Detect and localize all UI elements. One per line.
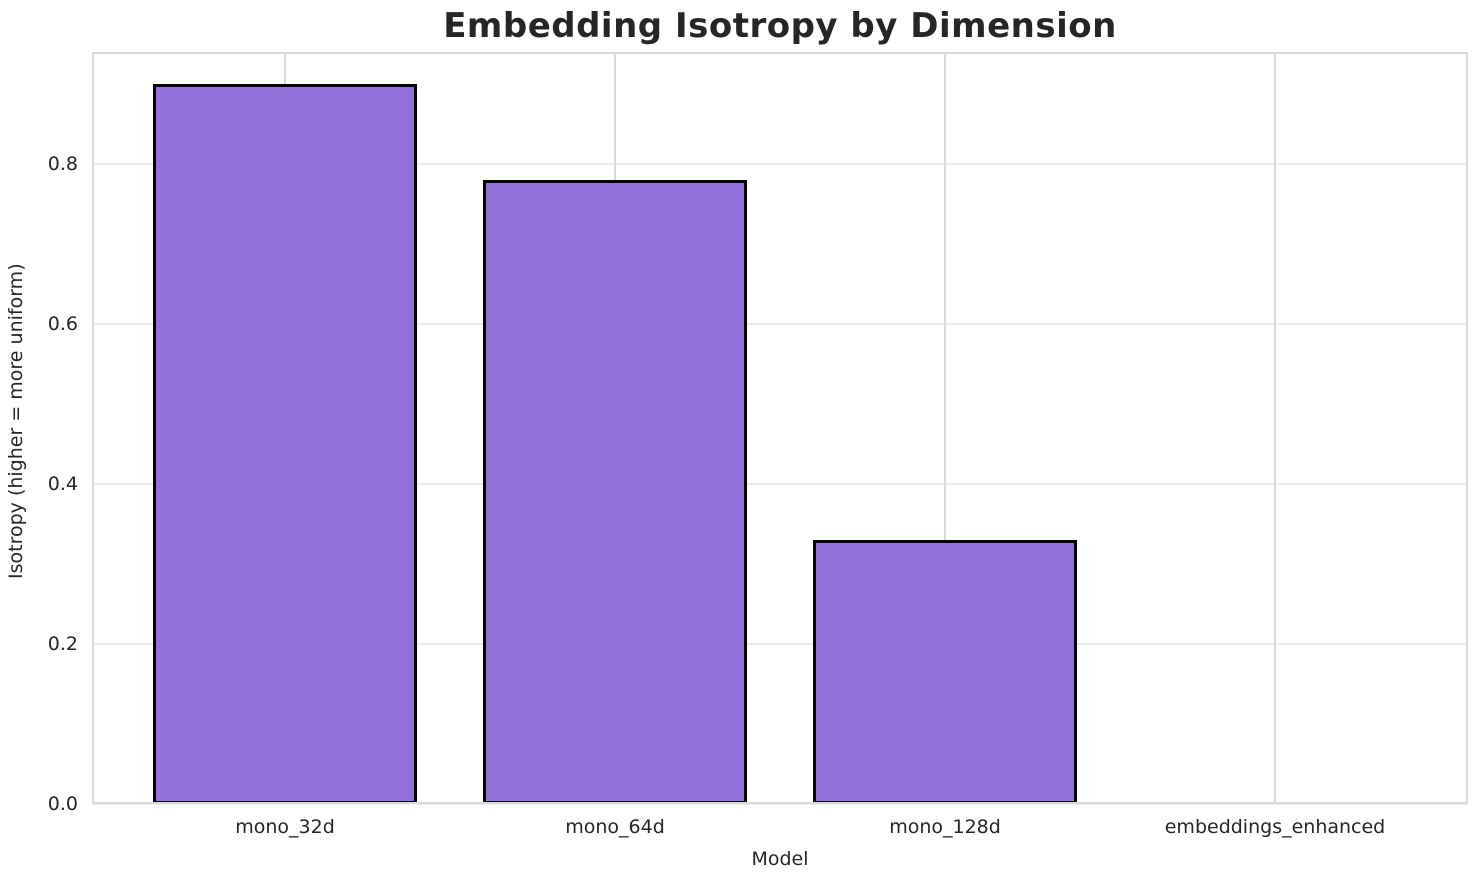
gridline-h-0.4 [92, 483, 1468, 485]
gridline-v-embeddings_enhanced [1274, 52, 1276, 804]
y-tick-label-0.6: 0.6 [47, 313, 78, 335]
chart-title: Embedding Isotropy by Dimension [443, 6, 1117, 46]
gridline-h-0.8 [92, 163, 1468, 165]
gridline-h-0.6 [92, 323, 1468, 325]
x-tick-label-mono_32d: mono_32d [235, 816, 335, 838]
bar-mono_32d [153, 84, 417, 804]
plot-area [92, 52, 1468, 805]
x-tick-label-mono_64d: mono_64d [565, 816, 665, 838]
bar-mono_64d [483, 180, 747, 804]
x-tick-label-embeddings_enhanced: embeddings_enhanced [1164, 816, 1386, 838]
y-tick-label-0.4: 0.4 [47, 473, 78, 495]
y-tick-label-0.0: 0.0 [47, 793, 78, 815]
bar-mono_128d [813, 540, 1077, 804]
gridline-h-0.2 [92, 643, 1468, 645]
y-tick-labels: 0.0 0.2 0.4 0.6 0.8 [0, 0, 78, 885]
y-tick-label-0.8: 0.8 [47, 153, 78, 175]
x-axis-label: Model [751, 848, 809, 870]
bar-embeddings_enhanced [1143, 802, 1407, 804]
gridline-v-mono_128d [944, 52, 946, 804]
x-tick-label-mono_128d: mono_128d [889, 816, 1001, 838]
y-tick-label-0.2: 0.2 [47, 633, 78, 655]
gridline-h-0.0 [92, 803, 1468, 805]
